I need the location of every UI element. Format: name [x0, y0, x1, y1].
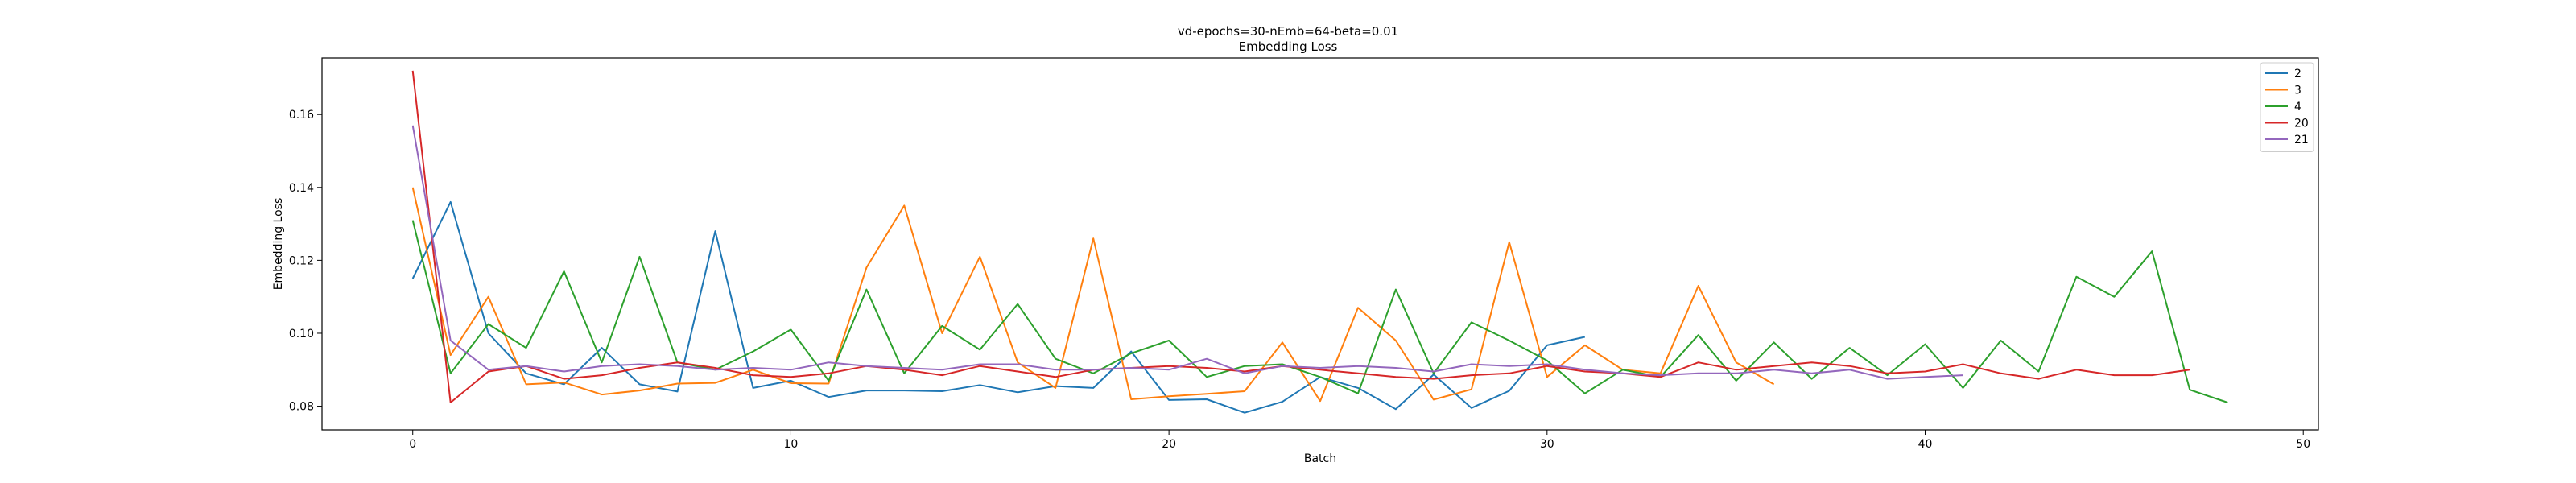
y-tick-label: 0.10: [289, 328, 314, 341]
x-axis: 0 10 20 30 40 50: [409, 430, 2310, 451]
legend-box: [2260, 62, 2314, 152]
x-tick-label: 50: [2296, 438, 2310, 451]
x-tick-label: 10: [784, 438, 799, 451]
legend-label: 2: [2294, 68, 2301, 80]
chart-title: vd-epochs=30-nEmb=64-beta=0.01: [1178, 24, 1398, 39]
x-tick-label: 30: [1540, 438, 1554, 451]
legend: 2 3 4 20 21: [2260, 62, 2314, 152]
legend-label: 3: [2294, 85, 2301, 97]
x-tick-label: 40: [1918, 438, 1933, 451]
x-tick-label: 20: [1162, 438, 1176, 451]
y-tick-label: 0.08: [289, 401, 314, 414]
series-lines: [411, 70, 2228, 414]
y-tick-label: 0.16: [289, 109, 314, 122]
x-tick-label: 0: [409, 438, 416, 451]
series-line-20: [411, 70, 2190, 403]
series-line-2: [411, 200, 1586, 414]
legend-label: 21: [2294, 134, 2309, 147]
chart-subtitle: Embedding Loss: [1239, 39, 1338, 54]
legend-label: 20: [2294, 118, 2309, 130]
x-axis-label: Batch: [1304, 452, 1336, 465]
legend-label: 4: [2294, 101, 2301, 114]
y-axis: 0.08 0.10 0.12 0.14 0.16: [289, 109, 322, 414]
y-axis-label: Embedding Loss: [272, 198, 285, 291]
series-line-21: [411, 125, 1963, 380]
series-line-3: [411, 187, 1775, 402]
y-tick-label: 0.12: [289, 254, 314, 267]
plot-area: [321, 57, 2319, 431]
y-tick-label: 0.14: [289, 182, 314, 195]
